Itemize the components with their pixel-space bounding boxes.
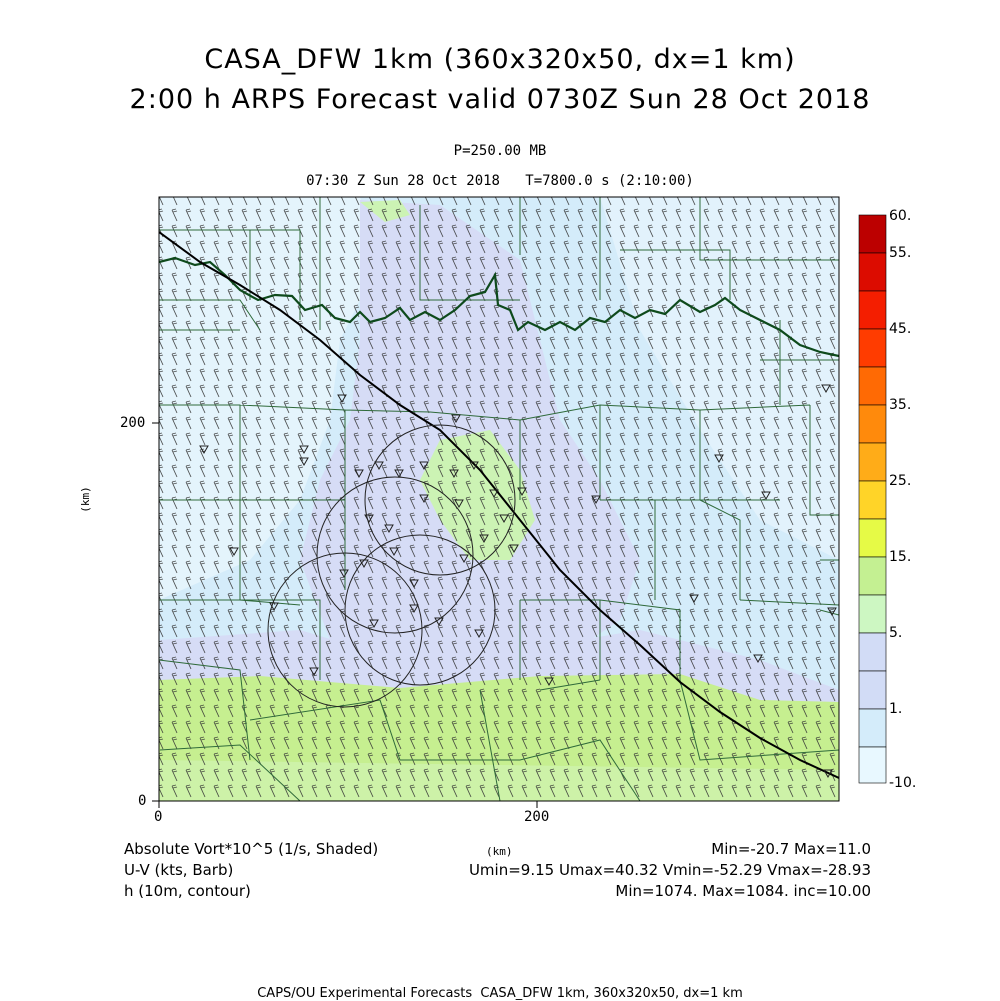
county-boundaries xyxy=(159,197,839,801)
colorbar-label-25: 25. xyxy=(889,473,912,489)
red-river-boundary xyxy=(159,256,839,358)
colorbar-label-55: 55. xyxy=(889,245,912,261)
x-tick-0: 0 xyxy=(154,809,163,825)
axis-ticks xyxy=(152,422,538,808)
map-title-line2: 2:00 h ARPS Forecast valid 0730Z Sun 28 … xyxy=(129,84,871,115)
y-tick-200: 200 xyxy=(120,415,146,431)
footer-credit: CAPS/OU Experimental Forecasts CASA_DFW … xyxy=(257,986,743,1001)
legend-field-wind: U-V (kts, Barb) xyxy=(124,861,234,879)
station-markers xyxy=(199,384,837,779)
legend-field-vorticity: Absolute Vort*10^5 (1/s, Shaded) xyxy=(124,840,379,858)
y-tick-0: 0 xyxy=(138,793,147,809)
radar-range-rings xyxy=(267,424,516,708)
map-frame xyxy=(158,196,840,802)
x-tick-200: 200 xyxy=(524,809,550,825)
colorbar-label-15: 15. xyxy=(889,549,912,565)
colorbar-label-minus10: -10. xyxy=(889,775,917,791)
colorbar-label-1: 1. xyxy=(889,701,903,717)
wind-barbs-layer xyxy=(159,197,839,801)
colorbar-label-45: 45. xyxy=(889,321,912,337)
map-field-group xyxy=(159,197,839,801)
y-axis-label: (km) xyxy=(78,486,92,513)
legend-field-wind-stats: Umin=9.15 Umax=40.32 Vmin=-52.29 Vmax=-2… xyxy=(468,861,871,879)
map-title-line1: CASA_DFW 1km (360x320x50, dx=1 km) xyxy=(204,44,796,75)
colorbar xyxy=(858,214,887,784)
colorbar-label-5: 5. xyxy=(889,625,903,641)
valid-time-label: 07:30 Z Sun 28 Oct 2018 T=7800.0 s (2:10… xyxy=(306,173,694,189)
pressure-level-label: P=250.00 MB xyxy=(453,143,547,159)
legend-field-vorticity-stats: Min=-20.7 Max=11.0 xyxy=(711,840,871,858)
legend-field-height: h (10m, contour) xyxy=(124,882,251,900)
x-axis-label: (km) xyxy=(486,845,513,858)
colorbar-label-35: 35. xyxy=(889,397,912,413)
geopotential-height-contour xyxy=(159,231,839,779)
legend-field-height-stats: Min=1074. Max=1084. inc=10.00 xyxy=(615,882,871,900)
colorbar-label-60: 60. xyxy=(889,208,912,224)
